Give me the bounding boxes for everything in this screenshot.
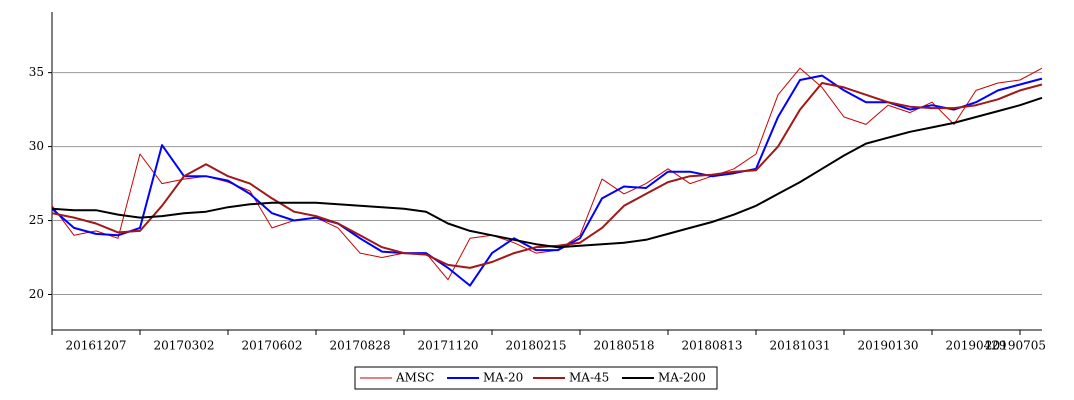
y-tick-label: 25 — [29, 213, 44, 227]
y-tick-label: 35 — [29, 65, 44, 79]
x-tick-label: 20170828 — [329, 339, 390, 353]
legend-label: MA-45 — [569, 371, 609, 385]
x-tick-label: 20161207 — [65, 339, 126, 353]
x-tick-label: 20180518 — [593, 339, 654, 353]
series-line — [51, 67, 1043, 281]
legend-label: MA-20 — [483, 371, 523, 385]
x-tick-label: 20190429 — [945, 339, 1006, 353]
x-tick-label: 20180813 — [681, 339, 742, 353]
series-line — [51, 74, 1043, 287]
y-tick-label: 30 — [29, 139, 44, 153]
legend-label: AMSC — [395, 371, 434, 385]
x-tick-label: 20170302 — [153, 339, 214, 353]
y-tick-label: 20 — [29, 287, 44, 301]
x-tick-label: 20180215 — [505, 339, 566, 353]
x-tick-label: 20170602 — [241, 339, 302, 353]
x-tick-label: 20190705 — [985, 339, 1046, 353]
x-tick-label: 20171120 — [417, 339, 478, 353]
x-tick-label: 20181031 — [769, 339, 830, 353]
x-tick-label: 20190130 — [857, 339, 918, 353]
legend-label: MA-200 — [658, 371, 706, 385]
series-line — [51, 96, 1043, 249]
